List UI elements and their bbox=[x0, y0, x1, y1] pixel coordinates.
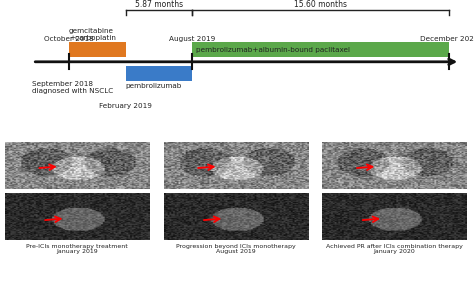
Text: Progression beyond ICIs monotherapy
August 2019: Progression beyond ICIs monotherapy Augu… bbox=[176, 244, 295, 254]
Bar bbox=[69, 42, 126, 57]
Text: gemcitabine
+carboplatin: gemcitabine +carboplatin bbox=[69, 28, 116, 41]
Text: Achieved PR after ICIs combination therapy
January 2020: Achieved PR after ICIs combination thera… bbox=[326, 244, 463, 254]
Text: October 2018: October 2018 bbox=[44, 36, 94, 42]
Bar bbox=[191, 42, 449, 57]
Text: August 2019: August 2019 bbox=[169, 36, 215, 42]
Text: 5.87 months: 5.87 months bbox=[135, 0, 183, 9]
Bar bbox=[126, 66, 191, 81]
Text: Pre-ICIs monotherapy treatment
January 2019: Pre-ICIs monotherapy treatment January 2… bbox=[27, 244, 128, 254]
Text: pembrolizumab+albumin-bound paclitaxel: pembrolizumab+albumin-bound paclitaxel bbox=[196, 47, 350, 53]
Text: December 2020: December 2020 bbox=[419, 36, 474, 42]
Text: September 2018
diagnosed with NSCLC: September 2018 diagnosed with NSCLC bbox=[32, 81, 114, 94]
Text: pembrolizumab: pembrolizumab bbox=[126, 83, 182, 89]
Text: 15.60 months: 15.60 months bbox=[294, 0, 347, 9]
Text: February 2019: February 2019 bbox=[99, 103, 152, 109]
